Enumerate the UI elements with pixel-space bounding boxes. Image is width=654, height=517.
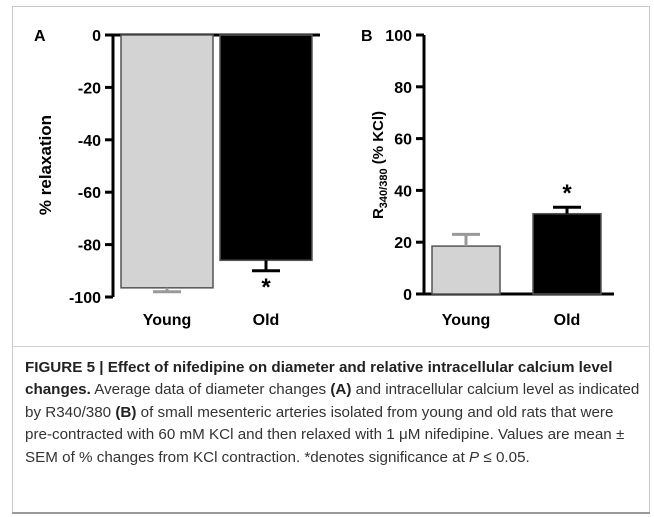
panel-a-y-tick-label: -100 (69, 290, 101, 307)
caption-text-1: Average data of diameter changes (90, 381, 331, 399)
panel-b-y-axis-label-main: R (370, 208, 387, 219)
panel-b-y-axis-label: R340/380 (% KCl) (370, 111, 390, 219)
caption-p-symbol: P (469, 448, 480, 466)
panel-b-x-axis: Young Old (442, 312, 581, 329)
panel-a-y-tick-label: -80 (78, 238, 101, 255)
panel-a-significance-star: * (261, 274, 271, 301)
caption-text-3: of small mesenteric arteries isolated fr… (25, 403, 625, 466)
panel-b-x-tick-label: Young (442, 312, 491, 329)
panel-b-significance-star: * (562, 180, 572, 207)
panel-b-bar-old (532, 212, 602, 295)
panel-b-bar-young (431, 245, 501, 295)
caption-text-2: and intracellular calcium level as indic… (25, 381, 640, 421)
panel-b: B R340/380 (% KCl) 0 20 40 60 80 100 * Young O… (361, 28, 614, 329)
panel-b-bars: * (431, 180, 602, 295)
panel-a-bar-young (120, 34, 214, 289)
panel-a-y-tick-label: -40 (78, 133, 101, 150)
panel-a-bars: * (120, 34, 313, 301)
panel-a-x-tick-label: Young (143, 312, 192, 329)
panel-b-y-tick-label: 0 (403, 287, 412, 304)
panel-a-y-tick-label: 0 (92, 28, 101, 45)
caption-text-4: ≤ 0.05. (479, 448, 530, 466)
panel-b-y-axis-label-rest: (% KCl) (370, 111, 387, 169)
charts-area: A % relaxation -100 -80 -60 -40 -20 0 * Young… (34, 28, 614, 329)
panel-b-x-tick-label: Old (554, 312, 581, 329)
panel-a-x-axis: Young Old (143, 312, 280, 329)
panel-a: A % relaxation -100 -80 -60 -40 -20 0 * Young… (34, 28, 320, 329)
panel-a-y-tick-label: -60 (78, 185, 101, 202)
caption-ref-b: (B) (115, 403, 137, 421)
figure-bottom-border (12, 512, 650, 514)
panel-a-label: A (34, 28, 46, 45)
panel-b-label: B (361, 28, 373, 45)
caption-separator (12, 346, 650, 347)
caption-title: FIGURE 5 | Effect of nifedipine on diame… (25, 359, 613, 399)
panel-b-y-tick-label: 80 (394, 80, 412, 97)
panel-b-y-axis-label-sub: 340/380 (378, 168, 390, 208)
panel-b-y-tick-label: 60 (394, 132, 412, 149)
panel-b-y-tick-label: 100 (385, 28, 412, 45)
panel-b-y-tick-label: 40 (394, 183, 412, 200)
panel-a-y-tick-label: -20 (78, 80, 101, 97)
panel-b-y-tick-label: 20 (394, 235, 412, 252)
caption-ref-a: (A) (330, 381, 352, 399)
panel-a-x-tick-label: Old (253, 312, 280, 329)
panel-a-y-axis-label: % relaxation (36, 115, 55, 215)
figure-caption: FIGURE 5 | Effect of nifedipine on diame… (25, 357, 640, 469)
panel-a-bar-old (219, 34, 313, 262)
